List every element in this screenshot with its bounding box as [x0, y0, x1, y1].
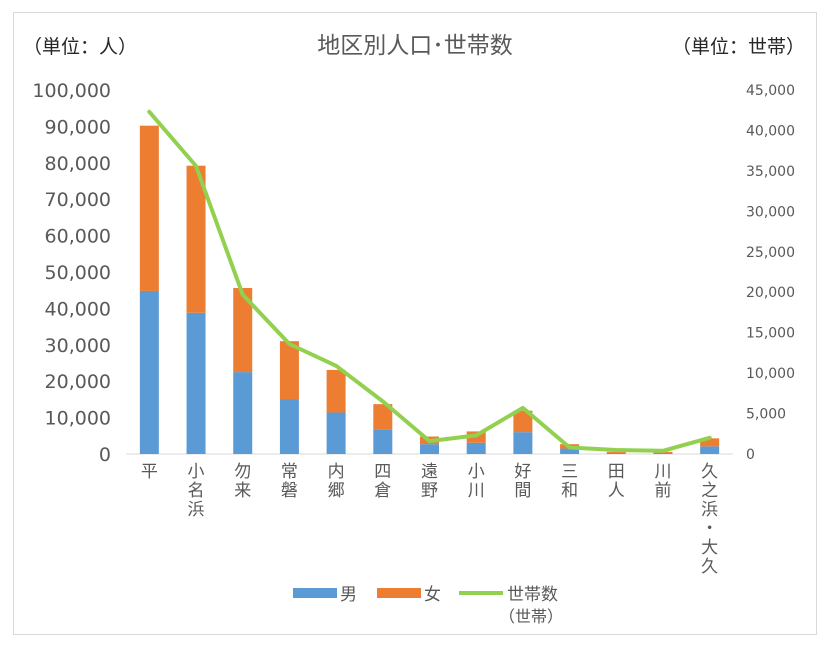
- x-category-char: 間: [514, 481, 531, 501]
- x-category-char: 大: [701, 538, 718, 558]
- x-category-char: 之: [701, 481, 718, 501]
- x-category-char: 来: [234, 481, 251, 501]
- legend-swatch-女: [377, 588, 421, 598]
- right-tick-label: 40,000: [746, 123, 795, 139]
- x-category-char: 名: [188, 481, 205, 501]
- x-category-char: 川: [654, 462, 671, 482]
- x-category-char: 四: [374, 462, 391, 482]
- right-tick-label: 0: [746, 447, 755, 463]
- x-category-label: 内郷: [328, 462, 345, 501]
- x-category-label: 田人: [608, 462, 625, 501]
- x-category-char: 常: [281, 462, 298, 482]
- x-category-char: 磐: [281, 481, 298, 501]
- x-category-char: 人: [608, 481, 625, 501]
- x-category-char: 郷: [328, 481, 345, 501]
- left-tick-label: 100,000: [32, 80, 111, 102]
- x-category-label: 久之浜・大久: [701, 462, 718, 577]
- x-category-label: 常磐: [281, 462, 298, 501]
- x-category-char: 和: [561, 481, 578, 501]
- x-category-char: 田: [608, 462, 625, 482]
- bar-女: [139, 125, 159, 291]
- bar-男: [513, 432, 533, 454]
- x-category-char: 平: [141, 462, 158, 482]
- bar-男: [560, 448, 580, 454]
- right-tick-label: 35,000: [746, 164, 795, 180]
- x-category-char: 小: [468, 462, 485, 482]
- x-category-char: 久: [701, 557, 718, 577]
- bar-男: [139, 290, 159, 454]
- bar-女: [186, 165, 206, 313]
- x-category-char: 前: [654, 481, 671, 501]
- right-tick-label: 45,000: [746, 83, 795, 99]
- right-tick-label: 5,000: [746, 407, 786, 423]
- bar-男: [233, 372, 253, 454]
- legend-label: 女: [424, 585, 441, 605]
- x-category-label: 川前: [654, 462, 671, 501]
- left-tick-label: 70,000: [45, 189, 111, 211]
- x-category-char: 三: [561, 462, 578, 482]
- bar-男: [326, 412, 346, 454]
- bar-男: [700, 446, 720, 454]
- legend-label: 世帯数: [507, 585, 558, 605]
- left-tick-label: 40,000: [45, 298, 111, 320]
- left-tick-label: 20,000: [45, 371, 111, 393]
- left-tick-label: 90,000: [45, 116, 111, 138]
- left-tick-label: 30,000: [45, 335, 111, 357]
- bar-男: [606, 452, 626, 454]
- bar-男: [186, 312, 206, 454]
- x-category-char: 久: [701, 462, 718, 482]
- bar-男: [420, 444, 439, 454]
- x-category-label: 勿来: [234, 462, 251, 501]
- bar-女: [233, 288, 253, 373]
- x-category-char: 内: [328, 462, 345, 482]
- bar-女: [606, 451, 626, 453]
- left-axis-unit: （単位：人）: [23, 36, 137, 58]
- x-category-label: 遠野: [421, 462, 438, 501]
- bar-男: [653, 452, 673, 454]
- x-category-char: 遠: [421, 462, 438, 482]
- x-category-label: 小川: [468, 462, 485, 501]
- x-category-label: 平: [141, 462, 158, 482]
- x-category-char: 野: [421, 481, 438, 501]
- bar-男: [373, 429, 393, 454]
- x-category-char: 小: [188, 462, 205, 482]
- x-category-char: 倉: [374, 481, 391, 501]
- left-tick-label: 0: [99, 444, 111, 466]
- x-category-char: 勿: [234, 462, 251, 482]
- left-tick-label: 10,000: [45, 408, 111, 430]
- bar-女: [373, 404, 393, 430]
- x-category-label: 三和: [561, 462, 578, 501]
- households-line: [147, 109, 712, 453]
- bar-男: [466, 442, 486, 454]
- bar-女: [326, 369, 346, 413]
- x-category-char: 川: [468, 481, 485, 501]
- right-axis-unit: （単位：世帯）: [672, 36, 805, 58]
- x-category-char: ・: [701, 519, 718, 539]
- left-tick-label: 50,000: [45, 262, 111, 284]
- right-tick-label: 30,000: [746, 204, 795, 220]
- x-category-char: 好: [514, 462, 531, 482]
- right-tick-label: 10,000: [746, 366, 795, 382]
- legend-label: 男: [340, 585, 357, 605]
- right-tick-label: 25,000: [746, 245, 795, 261]
- bar-女: [513, 410, 533, 433]
- legend-swatch-男: [293, 588, 337, 598]
- x-category-label: 好間: [514, 462, 531, 501]
- bar-女: [279, 341, 299, 400]
- bar-女: [700, 438, 720, 447]
- x-category-char: 浜: [188, 500, 205, 520]
- legend-label-sub: （世帯）: [499, 607, 563, 626]
- chart-title: 地区別人口･世帯数: [317, 33, 513, 59]
- right-tick-label: 20,000: [746, 285, 795, 301]
- right-tick-label: 15,000: [746, 326, 795, 342]
- bar-男: [279, 399, 299, 454]
- x-category-label: 小名浜: [188, 462, 205, 520]
- x-category-label: 四倉: [374, 462, 391, 501]
- left-tick-label: 80,000: [45, 153, 111, 175]
- x-category-char: 浜: [701, 500, 718, 520]
- left-tick-label: 60,000: [45, 226, 111, 248]
